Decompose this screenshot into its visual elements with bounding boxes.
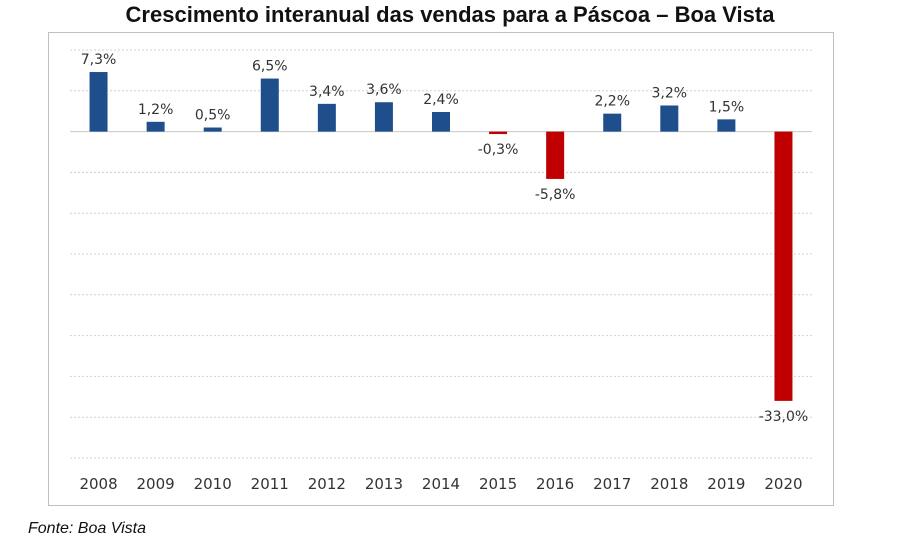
bar-2019 bbox=[717, 119, 736, 132]
bar-2016 bbox=[546, 131, 565, 179]
data-label-2008: 7,3% bbox=[81, 52, 117, 68]
x-tick-2018: 2018 bbox=[650, 475, 688, 493]
x-tick-labels: 2008 2009 2010 2011 2012 2013 2014 2015 2016 2017… bbox=[79, 475, 802, 493]
x-tick-2020: 2020 bbox=[764, 475, 802, 493]
bar-2008 bbox=[89, 72, 108, 132]
bar-2017 bbox=[603, 113, 622, 132]
data-label-2020: -33,0% bbox=[759, 409, 809, 425]
x-tick-2012: 2012 bbox=[308, 475, 346, 493]
x-tick-2019: 2019 bbox=[707, 475, 745, 493]
x-tick-2017: 2017 bbox=[593, 475, 631, 493]
data-label-2009: 1,2% bbox=[138, 102, 174, 118]
chart-frame bbox=[48, 32, 834, 506]
bar-2012 bbox=[317, 103, 336, 132]
x-tick-2013: 2013 bbox=[365, 475, 403, 493]
data-label-2016: -5,8% bbox=[535, 187, 576, 203]
bar-2020 bbox=[774, 131, 793, 401]
x-tick-2011: 2011 bbox=[251, 475, 289, 493]
source-note: Fonte: Boa Vista bbox=[28, 520, 146, 537]
data-label-2013: 3,6% bbox=[366, 82, 402, 98]
x-tick-2014: 2014 bbox=[422, 475, 460, 493]
gridlines bbox=[70, 49, 812, 459]
data-label-2011: 6,5% bbox=[252, 59, 288, 75]
data-label-2015: -0,3% bbox=[478, 142, 519, 158]
data-label-2010: 0,5% bbox=[195, 108, 231, 124]
x-tick-2008: 2008 bbox=[79, 475, 117, 493]
data-label-2018: 3,2% bbox=[652, 85, 688, 101]
bars bbox=[89, 72, 793, 401]
bar-2018 bbox=[660, 105, 679, 132]
bar-2010 bbox=[203, 127, 222, 132]
data-label-2014: 2,4% bbox=[423, 92, 459, 108]
x-tick-2010: 2010 bbox=[194, 475, 232, 493]
bar-2014 bbox=[432, 112, 450, 132]
data-label-2012: 3,4% bbox=[309, 84, 345, 100]
bar-2015 bbox=[489, 131, 508, 135]
chart-title: Crescimento interanual das vendas para a… bbox=[125, 2, 775, 27]
data-label-2019: 1,5% bbox=[709, 99, 745, 115]
x-tick-2009: 2009 bbox=[137, 475, 175, 493]
data-labels: 7,3% 1,2% 0,5% 6,5% 3,4% 3,6% 2,4% -0,3% -5,8% 2,… bbox=[81, 52, 808, 425]
bar-2013 bbox=[374, 102, 393, 132]
bar-2009 bbox=[146, 121, 165, 132]
bar-2011 bbox=[260, 78, 279, 132]
x-tick-2016: 2016 bbox=[536, 475, 574, 493]
data-label-2017: 2,2% bbox=[594, 94, 630, 110]
x-tick-2015: 2015 bbox=[479, 475, 517, 493]
